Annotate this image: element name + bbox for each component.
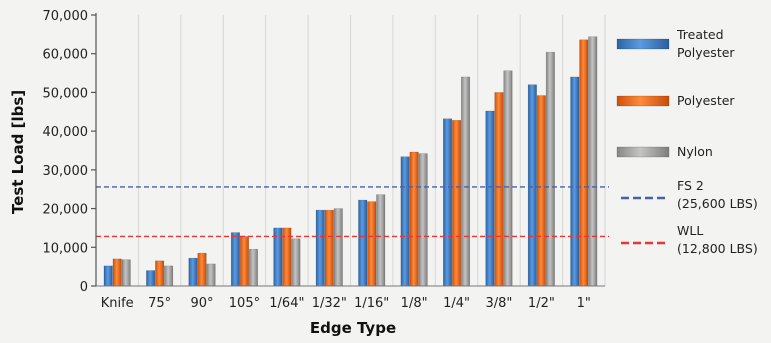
bar-polyester bbox=[452, 120, 462, 287]
y-tick-label: 40,000 bbox=[43, 125, 89, 140]
bar-treated-polyester bbox=[485, 110, 495, 287]
bar-treated-polyester bbox=[400, 156, 410, 287]
bar-nylon bbox=[503, 70, 513, 287]
bar-nylon bbox=[461, 76, 471, 287]
legend-label: FS 2 bbox=[677, 178, 704, 193]
y-tick-label: 70,000 bbox=[43, 9, 89, 24]
bar-polyester bbox=[197, 252, 207, 287]
legend-swatch-nylon bbox=[616, 146, 670, 158]
x-tick-label: 105° bbox=[229, 296, 260, 311]
x-tick-label: 1/4" bbox=[443, 296, 470, 311]
bar-treated-polyester bbox=[527, 84, 537, 287]
x-tick-label: 1/2" bbox=[528, 296, 555, 311]
bar-treated-polyester bbox=[570, 76, 580, 287]
bar-treated-polyester bbox=[230, 232, 240, 287]
bar-polyester bbox=[155, 260, 165, 287]
legend-label: Polyester bbox=[677, 93, 735, 108]
y-tick-label: 50,000 bbox=[43, 86, 89, 101]
y-tick-label: 10,000 bbox=[43, 241, 89, 256]
bar-nylon bbox=[291, 238, 301, 287]
x-tick-label: 75° bbox=[148, 296, 171, 311]
legend-label: WLL bbox=[677, 223, 703, 238]
reference-lines bbox=[96, 186, 609, 238]
bar-treated-polyester bbox=[443, 118, 453, 287]
x-tick-label: 1" bbox=[577, 296, 591, 311]
bar-polyester bbox=[367, 201, 377, 287]
x-tick-label: 1/32" bbox=[312, 296, 347, 311]
bars-layer bbox=[103, 36, 598, 287]
bar-polyester bbox=[112, 258, 122, 287]
y-axis-title: Test Load [lbs] bbox=[9, 90, 27, 214]
x-tick-label: 3/8" bbox=[486, 296, 513, 311]
legend-swatch-polyester bbox=[616, 95, 670, 107]
bar-polyester bbox=[536, 95, 546, 287]
bar-treated-polyester bbox=[315, 209, 325, 287]
x-tick-label: 1/8" bbox=[401, 296, 428, 311]
axes: Knife 75° 90° 105° 1/64" 1/32" 1/16" 1/8" 1/4" 3/… bbox=[43, 9, 605, 311]
x-axis-title: Edge Type bbox=[310, 319, 396, 337]
grid-lines bbox=[95, 15, 606, 286]
bar-treated-polyester bbox=[103, 265, 113, 287]
bar-nylon bbox=[333, 208, 343, 287]
bar-polyester bbox=[324, 209, 334, 287]
legend-label: Nylon bbox=[677, 144, 713, 159]
bar-polyester bbox=[239, 236, 249, 287]
bar-nylon bbox=[164, 265, 174, 287]
legend: Treated Polyester Polyester Nylon FS 2 (25,60… bbox=[616, 27, 758, 256]
bar-polyester bbox=[409, 151, 419, 287]
legend-label: (25,600 LBS) bbox=[677, 196, 758, 211]
bar-nylon bbox=[121, 259, 131, 287]
y-tick-label: 60,000 bbox=[43, 48, 89, 63]
legend-label: Treated bbox=[676, 27, 724, 42]
x-tick-label: 1/64" bbox=[269, 296, 304, 311]
legend-label: (12,800 LBS) bbox=[677, 241, 758, 256]
legend-label: Polyester bbox=[677, 45, 735, 60]
bar-nylon bbox=[376, 194, 386, 287]
legend-swatch-treated-polyester bbox=[616, 38, 670, 50]
bar-nylon bbox=[206, 263, 216, 287]
bar-polyester bbox=[579, 39, 589, 287]
bar-nylon bbox=[588, 36, 598, 287]
x-tick-label: 90° bbox=[191, 296, 214, 311]
x-tick-label: Knife bbox=[101, 296, 134, 311]
bar-nylon bbox=[545, 51, 555, 287]
bar-treated-polyester bbox=[358, 199, 368, 287]
bar-nylon bbox=[248, 248, 258, 287]
bar-polyester bbox=[494, 92, 504, 287]
bar-treated-polyester bbox=[188, 257, 198, 287]
x-tick-label: 1/16" bbox=[354, 296, 389, 311]
bar-treated-polyester bbox=[146, 270, 156, 287]
y-tick-label: 30,000 bbox=[43, 164, 89, 179]
bar-nylon bbox=[418, 153, 428, 287]
y-tick-label: 0 bbox=[80, 280, 88, 295]
y-tick-label: 20,000 bbox=[43, 203, 89, 218]
